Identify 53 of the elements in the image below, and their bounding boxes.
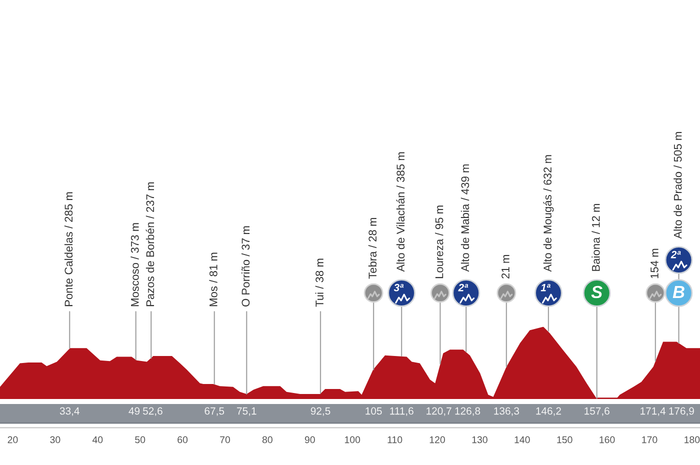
annotation: Alto de Mabia / 439 m: [460, 164, 470, 272]
annotation: 21 m: [502, 255, 510, 278]
x2-tick-label: 111,6: [390, 407, 414, 416]
annotation: Baiona / 12 m: [592, 204, 600, 271]
text: 3ª: [394, 284, 404, 292]
text: 2ª: [458, 284, 468, 292]
annotation: Tui / 38 m: [315, 258, 324, 307]
x-tick-label: 150: [557, 436, 572, 444]
annotation: Pazos de Borbén / 237 m: [146, 182, 154, 306]
annotation: Mos / 81 m: [209, 252, 218, 306]
x-tick-label: 80: [262, 436, 272, 444]
x-tick-label: 50: [135, 436, 146, 444]
x2-tick-label: 49: [128, 407, 140, 415]
text: 2ª: [670, 250, 681, 258]
x-tick-label: 40: [92, 436, 103, 444]
x2-tick-label: 176,9: [669, 407, 694, 416]
annotation: Alto de Mougás / 632 m: [543, 155, 554, 272]
x-tick-label: 100: [344, 436, 360, 444]
x-tick-label: 90: [304, 436, 315, 444]
annotation: 154 m: [650, 248, 658, 278]
x-tick-label: 180: [684, 436, 700, 444]
annotation: O Porriño / 37 m: [241, 226, 250, 306]
x2-tick-label: 67,5: [204, 407, 224, 416]
annotation: Moscoso / 373 m: [130, 223, 139, 306]
text: B: [672, 286, 684, 298]
annotation: Alto de Prado / 505 m: [674, 132, 682, 239]
x2-tick-label: 75,1: [237, 407, 256, 416]
x2-tick-label: 171,4: [640, 407, 666, 416]
x-tick-label: 20: [8, 436, 18, 444]
x2-tick-label: 126,8: [455, 407, 480, 416]
x2-tick-label: 52,6: [142, 407, 162, 416]
text: 1ª: [540, 284, 550, 292]
x2-tick-label: 105: [366, 407, 382, 415]
x2-tick-label: 136,3: [494, 407, 520, 416]
x2-tick-label: 157,6: [584, 407, 610, 416]
x2-tick-label: 146,2: [536, 407, 561, 416]
text: S: [591, 286, 602, 298]
annotation: Alto de Vilachán / 385 m: [396, 152, 405, 272]
x-tick-label: 120: [430, 436, 445, 444]
x-tick-label: 170: [642, 436, 658, 444]
annotation: Tebra / 28 m: [368, 218, 377, 279]
x-tick-label: 30: [50, 436, 60, 444]
x2-tick-label: 120,7: [426, 407, 452, 416]
x-tick-label: 130: [472, 436, 488, 444]
annotation: Loureza / 95 m: [435, 206, 444, 278]
x2-tick-label: 92,5: [310, 407, 330, 416]
x-tick-label: 70: [220, 436, 230, 444]
x-tick-label: 140: [514, 436, 530, 444]
x-tick-label: 110: [388, 436, 402, 444]
annotation: Ponte Caldelas / 285 m: [64, 192, 73, 306]
x2-tick-label: 33,4: [60, 407, 80, 416]
x-tick-label: 60: [178, 436, 188, 444]
x-tick-label: 160: [600, 436, 615, 444]
